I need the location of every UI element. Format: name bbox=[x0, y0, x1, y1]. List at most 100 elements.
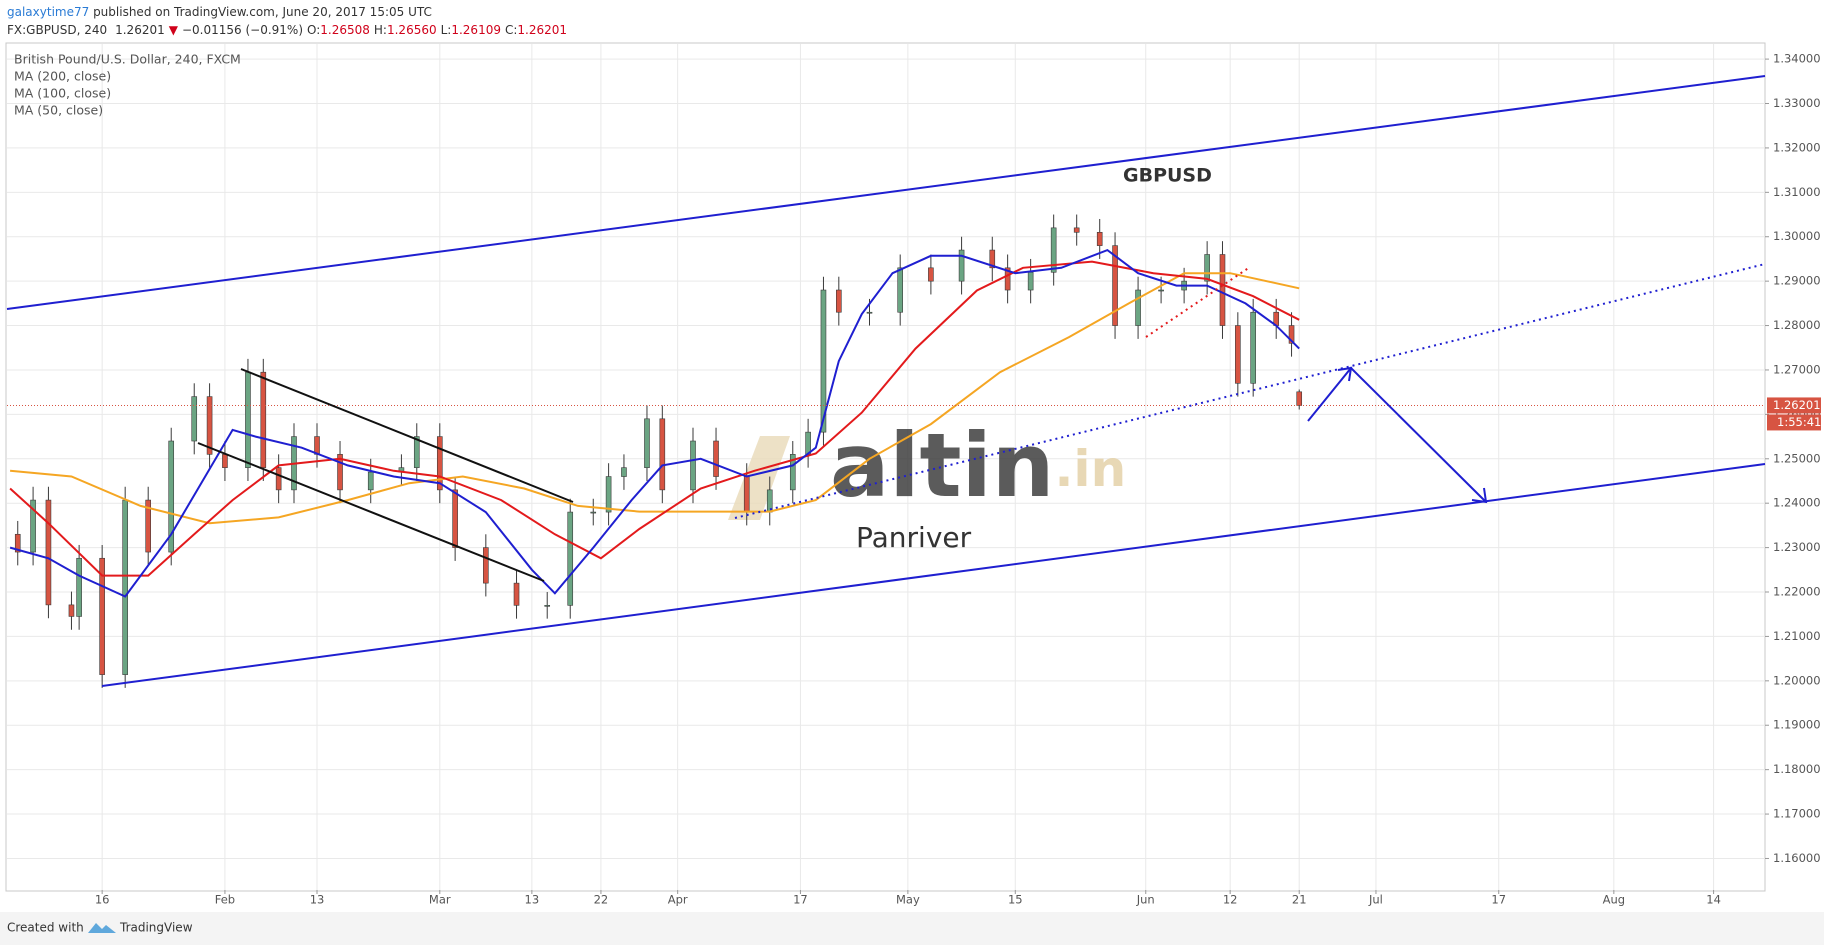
x-tick-label: 17 bbox=[1491, 893, 1506, 907]
x-tick-label: 13 bbox=[310, 893, 325, 907]
candle-body bbox=[191, 396, 198, 442]
marks bbox=[7, 214, 1765, 688]
y-tick-label: 1.33000 bbox=[1773, 96, 1821, 110]
x-tick-label: 21 bbox=[1292, 893, 1307, 907]
candle-body bbox=[1135, 289, 1141, 326]
watermark-text: altin bbox=[830, 414, 1054, 517]
watermark-author: Panriver bbox=[856, 521, 972, 554]
brand[interactable]: TradingView bbox=[119, 921, 193, 935]
change: −0.01156 (−0.91%) bbox=[182, 23, 303, 37]
y-tick-label: 1.22000 bbox=[1773, 585, 1821, 599]
user[interactable]: galaxytime77 bbox=[7, 5, 89, 19]
candle-body bbox=[245, 371, 251, 468]
candle-body bbox=[789, 454, 796, 491]
y-tick-label: 1.32000 bbox=[1773, 140, 1821, 154]
watermark-logo bbox=[728, 436, 790, 520]
candle-body bbox=[1004, 267, 1011, 291]
x-tick-label: 15 bbox=[1008, 893, 1023, 907]
x-tick-label: 17 bbox=[793, 893, 808, 907]
channel-line bbox=[101, 463, 1766, 687]
grid bbox=[7, 44, 1765, 890]
y-tick-label: 1.25000 bbox=[1773, 451, 1821, 465]
y-tick-label: 1.30000 bbox=[1773, 229, 1821, 243]
ma-line bbox=[10, 272, 1300, 525]
candle-body bbox=[820, 289, 827, 433]
y-tick-label: 1.27000 bbox=[1773, 362, 1821, 376]
legend-entry: MA (100, close) bbox=[14, 86, 111, 101]
header-line: galaxytime77 published on TradingView.co… bbox=[7, 5, 432, 19]
x-tick-label: Jul bbox=[1368, 893, 1383, 907]
candle-body bbox=[590, 511, 597, 514]
ohlc-value: 1.26508 bbox=[320, 23, 370, 37]
candle-body bbox=[436, 436, 443, 491]
candle-body bbox=[45, 499, 52, 606]
candle-body bbox=[1250, 311, 1256, 384]
candle-body bbox=[314, 436, 320, 455]
symbol: FX:GBPUSD, 240 bbox=[7, 23, 107, 37]
y-tick-label: 1.23000 bbox=[1773, 540, 1821, 554]
ohlc-key: O: bbox=[307, 23, 320, 37]
x-tick-label: 22 bbox=[594, 893, 609, 907]
candle-body bbox=[483, 547, 489, 584]
y-tick-label: 1.18000 bbox=[1773, 762, 1821, 776]
candle-body bbox=[659, 418, 666, 491]
candle-body bbox=[567, 511, 574, 606]
candle-body bbox=[958, 249, 965, 282]
footer bbox=[0, 912, 1824, 945]
x-tick-label: 12 bbox=[1223, 893, 1238, 907]
y-tick-label: 1.21000 bbox=[1773, 629, 1821, 643]
ohlc-value: 1.26560 bbox=[387, 23, 437, 37]
candle-body bbox=[544, 605, 551, 607]
symbol-line: FX:GBPUSD, 240 1.26201 ▼ −0.01156 (−0.91%) O… bbox=[7, 23, 567, 37]
price-tag-label: 1.26201 bbox=[1773, 398, 1821, 412]
candle-body bbox=[14, 533, 21, 553]
x-tick-label: 14 bbox=[1706, 893, 1721, 907]
candle-body bbox=[644, 418, 650, 468]
candle-body bbox=[605, 476, 612, 513]
candle-body bbox=[1296, 391, 1303, 406]
candle-body bbox=[222, 454, 228, 468]
x-tick-label: Jun bbox=[1136, 893, 1155, 907]
y-tick-label: 1.31000 bbox=[1773, 185, 1821, 199]
x-tick-label: Aug bbox=[1603, 893, 1625, 907]
candle-body bbox=[168, 440, 175, 553]
trend-line bbox=[240, 368, 574, 503]
candle-body bbox=[275, 467, 282, 491]
y-tick-label: 1.29000 bbox=[1773, 274, 1821, 288]
candle-body bbox=[1027, 271, 1034, 291]
candle-body bbox=[68, 604, 75, 617]
ma-line bbox=[9, 248, 1300, 598]
countdown-label: 1:55:41 bbox=[1777, 415, 1821, 429]
candle-body bbox=[337, 454, 343, 491]
candle-body bbox=[1158, 289, 1164, 292]
candle-body bbox=[1073, 227, 1080, 233]
plot-frame bbox=[5, 42, 1766, 892]
footer-text: Created with bbox=[7, 921, 84, 935]
candle-body bbox=[145, 499, 151, 553]
ohlc-key: H: bbox=[374, 23, 387, 37]
candle-body bbox=[989, 249, 996, 269]
y-tick-label: 1.24000 bbox=[1773, 496, 1821, 510]
ohlc-value: 1.26109 bbox=[451, 23, 501, 37]
candle-body bbox=[99, 557, 105, 675]
x-tick-label: Apr bbox=[668, 893, 688, 907]
published: published on TradingView.com, June 20, 2… bbox=[89, 5, 432, 19]
candle-body bbox=[206, 396, 213, 455]
channel-line bbox=[6, 75, 1766, 310]
candle-body bbox=[1235, 325, 1241, 384]
ohlc-value: 1.26201 bbox=[517, 23, 567, 37]
candle-body bbox=[1288, 325, 1295, 344]
ohlc-key: C: bbox=[505, 23, 517, 37]
candle-body bbox=[621, 467, 627, 477]
legend-entry: MA (200, close) bbox=[14, 69, 111, 84]
drawings bbox=[6, 75, 1766, 687]
countdown-tag bbox=[1767, 414, 1821, 431]
trend-line bbox=[197, 442, 545, 582]
candle-body bbox=[1096, 231, 1103, 246]
candle-body bbox=[928, 267, 934, 282]
ma-line bbox=[9, 260, 1300, 577]
x-tick-label: May bbox=[896, 893, 920, 907]
candle-body bbox=[713, 440, 719, 477]
